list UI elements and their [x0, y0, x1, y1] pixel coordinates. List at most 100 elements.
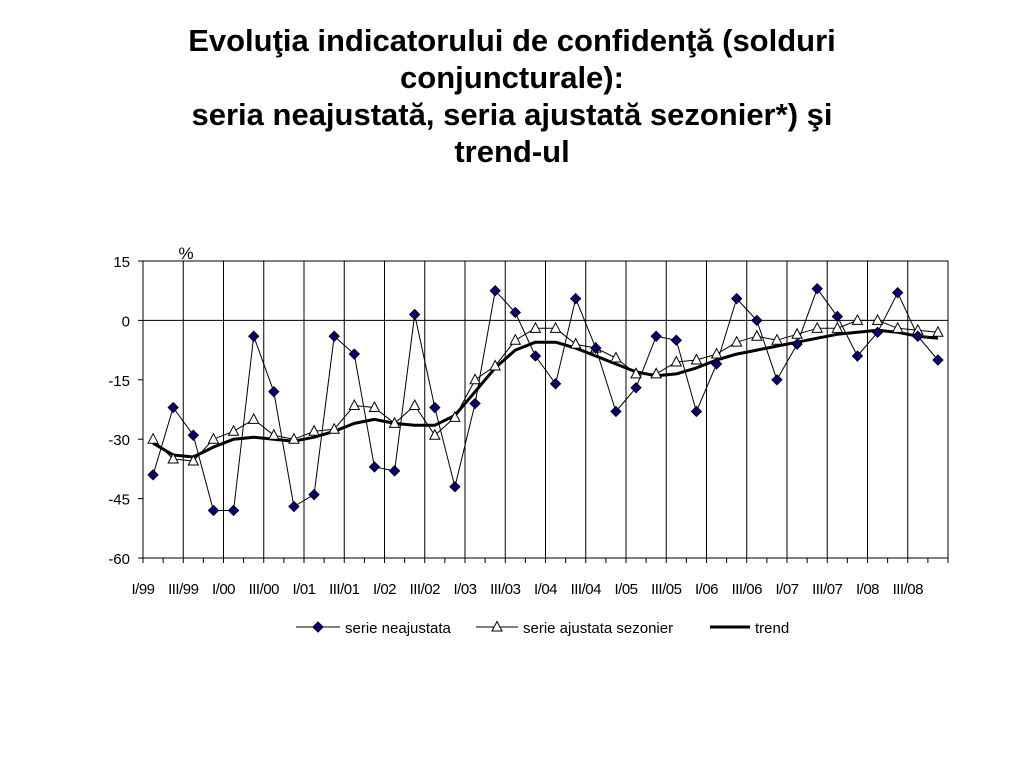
y-tick-label: 0 — [122, 313, 130, 330]
series-ajustata-point — [489, 359, 502, 371]
x-tick-label: III/08 — [893, 581, 924, 598]
x-tick-label: I/07 — [775, 581, 798, 598]
series-neajustata-point — [529, 350, 542, 362]
series-neajustata-line — [152, 288, 939, 511]
series-ajustata-line — [152, 319, 938, 462]
x-tick-label: III/05 — [651, 581, 682, 598]
series-neajustata-point — [449, 481, 461, 493]
series-neajustata-point — [308, 488, 320, 501]
series-neajustata-point — [851, 350, 864, 362]
series-ajustata-point — [710, 347, 723, 359]
series-ajustata-point — [690, 353, 703, 365]
series-neajustata-point — [167, 401, 179, 414]
series-neajustata-point — [429, 401, 441, 414]
series-ajustata-point — [267, 428, 280, 440]
series-neajustata-point — [469, 397, 481, 410]
series-neajustata-point — [288, 500, 300, 513]
legend-marker-neajustata — [312, 621, 324, 633]
series-ajustata-point — [871, 313, 884, 325]
series-ajustata-point — [771, 333, 783, 345]
x-tick-label: III/03 — [490, 581, 521, 598]
series-ajustata-point — [227, 424, 240, 436]
series-neajustata-point — [388, 465, 401, 477]
series-ajustata-point — [851, 313, 864, 325]
series-neajustata-point — [730, 292, 743, 305]
series-neajustata-point — [891, 286, 904, 299]
series-neajustata-point — [912, 330, 924, 342]
series-neajustata-point — [227, 504, 240, 517]
series-neajustata-point — [549, 378, 562, 390]
series-neajustata-point — [268, 385, 280, 398]
series-neajustata-point — [489, 284, 501, 297]
x-tick-label: I/02 — [373, 581, 396, 598]
series-ajustata-point — [207, 432, 220, 444]
series-ajustata-point — [247, 412, 260, 424]
x-tick-label: III/02 — [410, 581, 441, 598]
legend-label-neajustata: serie neajustata — [345, 620, 452, 637]
legend: serie neajustata serie ajustata sezonier t… — [296, 620, 789, 637]
series-ajustata-point — [449, 410, 461, 422]
series-neajustata-point — [610, 405, 622, 418]
x-tick-label: III/06 — [732, 581, 763, 598]
series-neajustata-point — [831, 310, 844, 323]
y-tick-label: -15 — [108, 373, 130, 390]
x-tick-label: I/08 — [856, 581, 879, 598]
series-ajustata-point — [630, 367, 642, 379]
series-ajustata-point — [147, 432, 159, 444]
x-tick-label: III/01 — [329, 581, 360, 598]
series-neajustata-point — [509, 306, 522, 319]
grid-layer — [182, 261, 909, 558]
x-tick-label: I/01 — [292, 581, 315, 598]
legend-label-ajustata: serie ajustata sezonier — [523, 620, 673, 637]
series-trend-line — [152, 328, 939, 459]
series-ajustata-point — [730, 335, 743, 347]
series-ajustata-point — [750, 329, 763, 341]
series-neajustata-point — [710, 358, 723, 370]
x-tick-label: I/03 — [453, 581, 476, 598]
series-ajustata-point — [408, 398, 421, 411]
series-ajustata-point — [348, 398, 361, 411]
x-tick-label: I/99 — [131, 581, 154, 598]
x-tick-label: III/04 — [571, 581, 602, 598]
title-line-2: conjuncturale): — [400, 60, 624, 95]
x-tick-label: I/00 — [212, 581, 235, 598]
series-layer — [147, 283, 944, 517]
series-ajustata-point — [187, 454, 200, 466]
series-ajustata-point — [650, 367, 663, 379]
series-neajustata-point — [751, 314, 763, 327]
series-ajustata-point — [891, 321, 904, 333]
series-neajustata-point — [348, 348, 361, 360]
series-ajustata-point — [509, 333, 522, 345]
title-line-1: Evoluţia indicatorului de confidenţă (so… — [188, 23, 836, 58]
series-ajustata-point — [932, 325, 944, 337]
axis-layer: 15 0 -15 -30 -45 -60I/99 III/99 I/00 III/00 I/01 I… — [108, 244, 949, 598]
legend-marker-ajustata — [491, 620, 503, 632]
y-tick-label: -30 — [108, 432, 130, 449]
chart-title: Evoluţia indicatorului de confidenţă (so… — [40, 22, 984, 170]
series-ajustata-point — [529, 321, 542, 333]
series-neajustata-point — [670, 334, 683, 346]
series-ajustata-point — [610, 351, 622, 363]
series-ajustata-point — [288, 432, 300, 444]
series-neajustata-point — [932, 354, 944, 366]
series-neajustata-point — [207, 504, 220, 517]
series-neajustata-point — [569, 292, 582, 305]
title-line-4: trend-ul — [454, 134, 570, 169]
series-neajustata-point — [590, 342, 602, 354]
series-ajustata-point — [388, 416, 401, 428]
series-neajustata-point — [408, 308, 421, 321]
x-tick-label: III/00 — [249, 581, 280, 598]
series-neajustata-point — [630, 382, 642, 394]
series-ajustata-point — [811, 321, 824, 333]
legend-label-trend: trend — [755, 620, 789, 637]
y-tick-label: -60 — [108, 551, 130, 568]
series-neajustata-point — [771, 374, 783, 386]
series-neajustata-point — [811, 283, 823, 295]
series-neajustata-point — [871, 326, 884, 338]
series-neajustata-point — [690, 405, 703, 418]
x-tick-label: III/99 — [168, 581, 199, 598]
series-ajustata-point — [368, 400, 381, 413]
x-tick-label: I/05 — [614, 581, 637, 598]
series-ajustata-point — [831, 321, 844, 333]
